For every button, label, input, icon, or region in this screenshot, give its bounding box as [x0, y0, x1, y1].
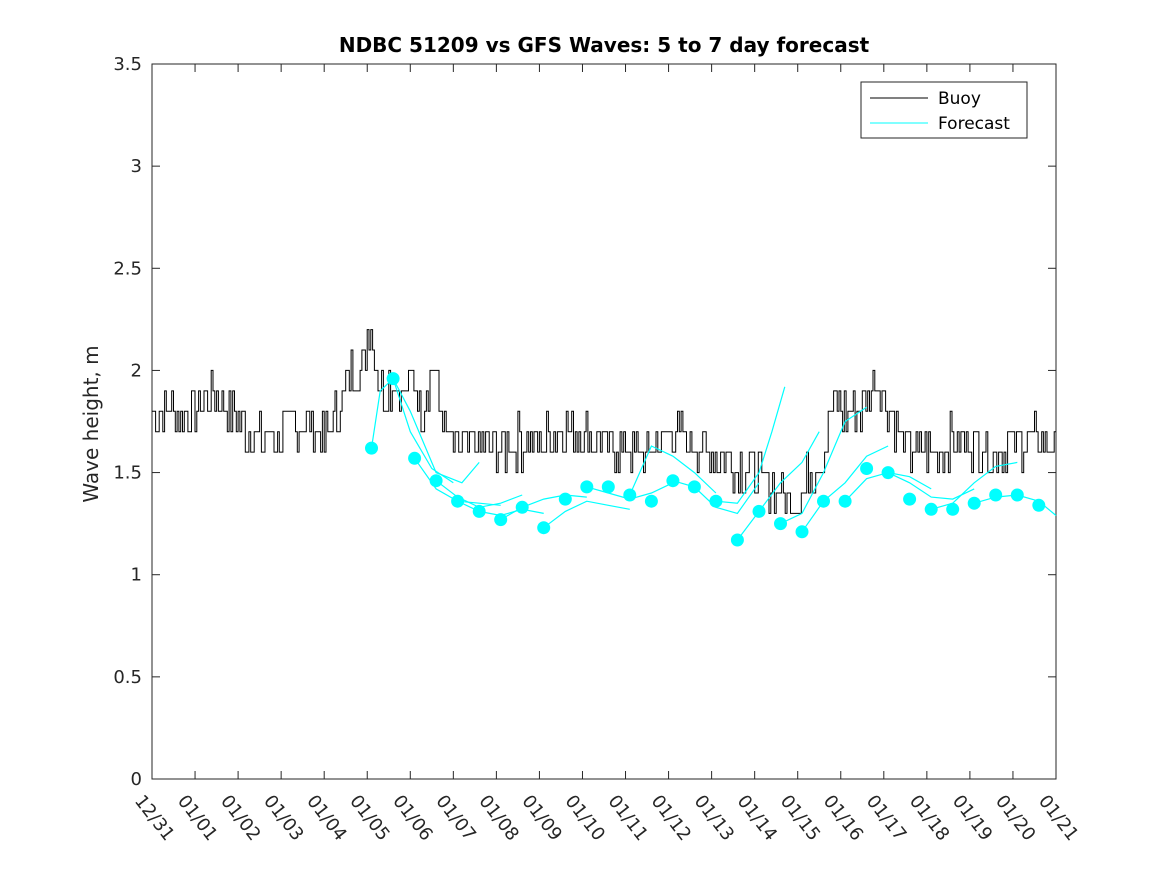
forecast-point: [644, 494, 658, 508]
forecast-series-line: [500, 494, 587, 521]
forecast-point: [386, 372, 400, 386]
forecast-series-line: [629, 445, 717, 496]
y-tick-label: 2: [131, 360, 142, 381]
forecast-point: [687, 480, 701, 494]
forecast-point: [795, 525, 809, 539]
forecast-point: [860, 462, 874, 475]
forecast-point: [666, 474, 680, 488]
forecast-point: [558, 492, 572, 506]
forecast-point: [601, 480, 615, 494]
forecast-point: [451, 494, 465, 508]
forecast-point: [408, 451, 422, 465]
forecast-series-line: [801, 445, 889, 533]
y-tick-label: 0: [131, 769, 142, 790]
forecast-point: [946, 502, 960, 516]
chart-title: NDBC 51209 vs GFS Waves: 5 to 7 day fore…: [339, 33, 870, 57]
axes-box: [151, 63, 1057, 780]
y-tick-label: 0.5: [113, 667, 142, 688]
forecast-series-line: [392, 378, 480, 484]
forecast-series-line: [931, 461, 1018, 510]
legend-box: [860, 81, 1028, 139]
forecast-point: [1032, 498, 1046, 512]
forecast-point: [1010, 488, 1024, 502]
forecast-point: [365, 441, 378, 455]
forecast-point: [817, 494, 830, 508]
legend-buoy-label: Buoy: [938, 89, 981, 109]
legend: Buoy Forecast: [860, 81, 1028, 139]
forecast-point: [903, 492, 917, 506]
forecast-point: [494, 513, 508, 527]
forecast-point: [623, 488, 637, 502]
forecast-series-line: [736, 431, 820, 541]
buoy-series-line: [152, 329, 1056, 514]
forecast-point: [924, 502, 938, 516]
forecast-series-line: [543, 500, 630, 529]
forecast-series-line: [780, 406, 867, 525]
y-tick-label: 1.5: [113, 463, 142, 484]
forecast-point: [580, 480, 594, 494]
forecast-point: [709, 494, 723, 508]
forecast-point: [967, 496, 981, 510]
y-tick-label: 3.5: [113, 54, 142, 75]
forecast-point: [537, 521, 551, 535]
forecast-point: [429, 474, 443, 488]
forecast-point: [881, 466, 895, 480]
forecast-point: [989, 488, 1003, 502]
forecast-series-line: [715, 386, 786, 504]
y-tick-label: 1: [131, 565, 142, 586]
forecast-point: [838, 494, 852, 508]
forecast-point: [472, 504, 486, 518]
forecast-point: [730, 533, 744, 547]
legend-forecast-label: Forecast: [938, 114, 1010, 134]
forecast-point: [515, 500, 529, 514]
forecast-point: [774, 517, 787, 531]
forecast-point: [752, 504, 766, 518]
y-tick-label: 3: [131, 156, 142, 177]
y-tick-label: 2.5: [113, 258, 142, 279]
y-axis-label: Wave height, m: [79, 345, 103, 502]
